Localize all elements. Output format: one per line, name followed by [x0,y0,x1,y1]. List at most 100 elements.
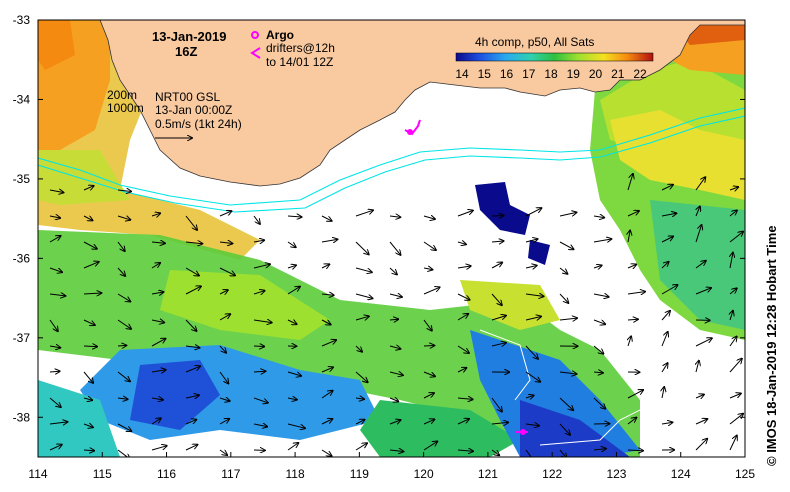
current-vector [729,359,742,373]
current-vector [423,268,432,270]
current-vector [253,291,265,294]
current-vector [559,212,576,217]
current-vector [117,267,125,276]
lon-tick-label: 118 [286,467,305,481]
current-vector [253,215,260,224]
current-vector [151,213,160,216]
current-vector [185,319,197,331]
colorbar-tick-label: 17 [522,67,536,81]
lon-tick-label: 123 [606,467,626,481]
current-vector [389,346,400,349]
current-vector [729,232,743,243]
lon-tick-label: 120 [414,467,434,481]
current-vector [253,424,267,427]
current-vector [729,187,738,190]
current-vector [321,294,334,295]
lat-tick-label: -37 [13,331,31,345]
date-label: 13-Jan-2019 [152,29,226,44]
current-vector [185,420,196,425]
drifters-label: drifters@12h [266,41,335,55]
current-vector [525,371,540,382]
current-vector [117,449,130,457]
current-vector [457,211,473,217]
current-vector [49,190,63,193]
current-vector [185,242,202,244]
current-vector [49,371,60,372]
current-vector [627,211,639,217]
current-vector [83,450,94,451]
current-vector [627,418,636,425]
sst-field [38,20,745,457]
current-vector [219,242,232,244]
current-vector [559,372,577,374]
current-vector [559,318,577,320]
current-vector [389,267,397,274]
colorbar-tick-label: 14 [455,67,469,81]
current-vector [593,319,605,324]
current-vector [355,241,369,254]
current-vector [185,267,199,276]
current-vector [219,290,228,294]
current-vector [729,414,743,425]
current-vector [287,443,298,451]
current-vector [729,436,737,451]
current-vector [321,239,337,242]
current-vector [389,372,403,375]
current-vector [389,398,398,401]
current-vector [151,263,160,269]
current-vector [321,264,329,268]
current-vector [627,174,633,191]
current-vector [559,397,573,410]
current-vector [491,293,502,305]
current-vector [83,216,93,220]
current-vector [185,346,199,348]
current-vector [49,236,61,243]
current-vector [185,286,201,295]
current-vector [457,293,470,300]
current-vector [253,346,264,347]
current-vector [661,422,672,424]
current-vector [185,366,200,373]
current-vector [49,397,61,407]
current-vector [321,367,333,373]
current-vector [49,319,58,331]
current-vector [321,449,332,456]
current-vector [491,316,506,321]
current-vector [730,311,733,321]
lon-tick-label: 117 [221,467,240,481]
current-vector [491,343,506,346]
current-vector [321,215,332,221]
time-label: 16Z [175,44,197,59]
lon-tick-label: 116 [157,467,176,481]
map-frame [37,19,746,458]
colorbar-tick-label: 16 [500,67,514,81]
current-vector [321,340,336,347]
current-vector [117,216,130,220]
current-vector [457,345,469,353]
current-vector [117,345,126,346]
argo-icon [251,31,259,39]
current-vector [49,422,67,424]
current-vector [355,371,368,382]
current-vector [628,336,631,347]
current-vector [662,387,664,399]
current-vector [219,267,235,275]
current-vector [219,314,230,321]
longitude-axis: 114 115 116 117 118 119 120 121 122 123 124 125 [28,452,755,481]
current-vector [219,419,229,425]
current-vector [389,319,398,320]
current-vector [83,186,94,190]
current-vector [49,294,65,296]
current-vector [117,190,131,191]
current-vector [83,293,101,294]
current-vector [729,337,737,347]
current-vector [253,320,272,323]
current-vector [185,395,199,398]
lon-tick-label: 122 [542,467,562,481]
current-vector [593,265,602,268]
current-vector [695,177,705,191]
current-vector [525,294,544,296]
current-vector [696,361,699,373]
current-vector [730,253,733,269]
lat-tick-label: -34 [13,92,31,106]
